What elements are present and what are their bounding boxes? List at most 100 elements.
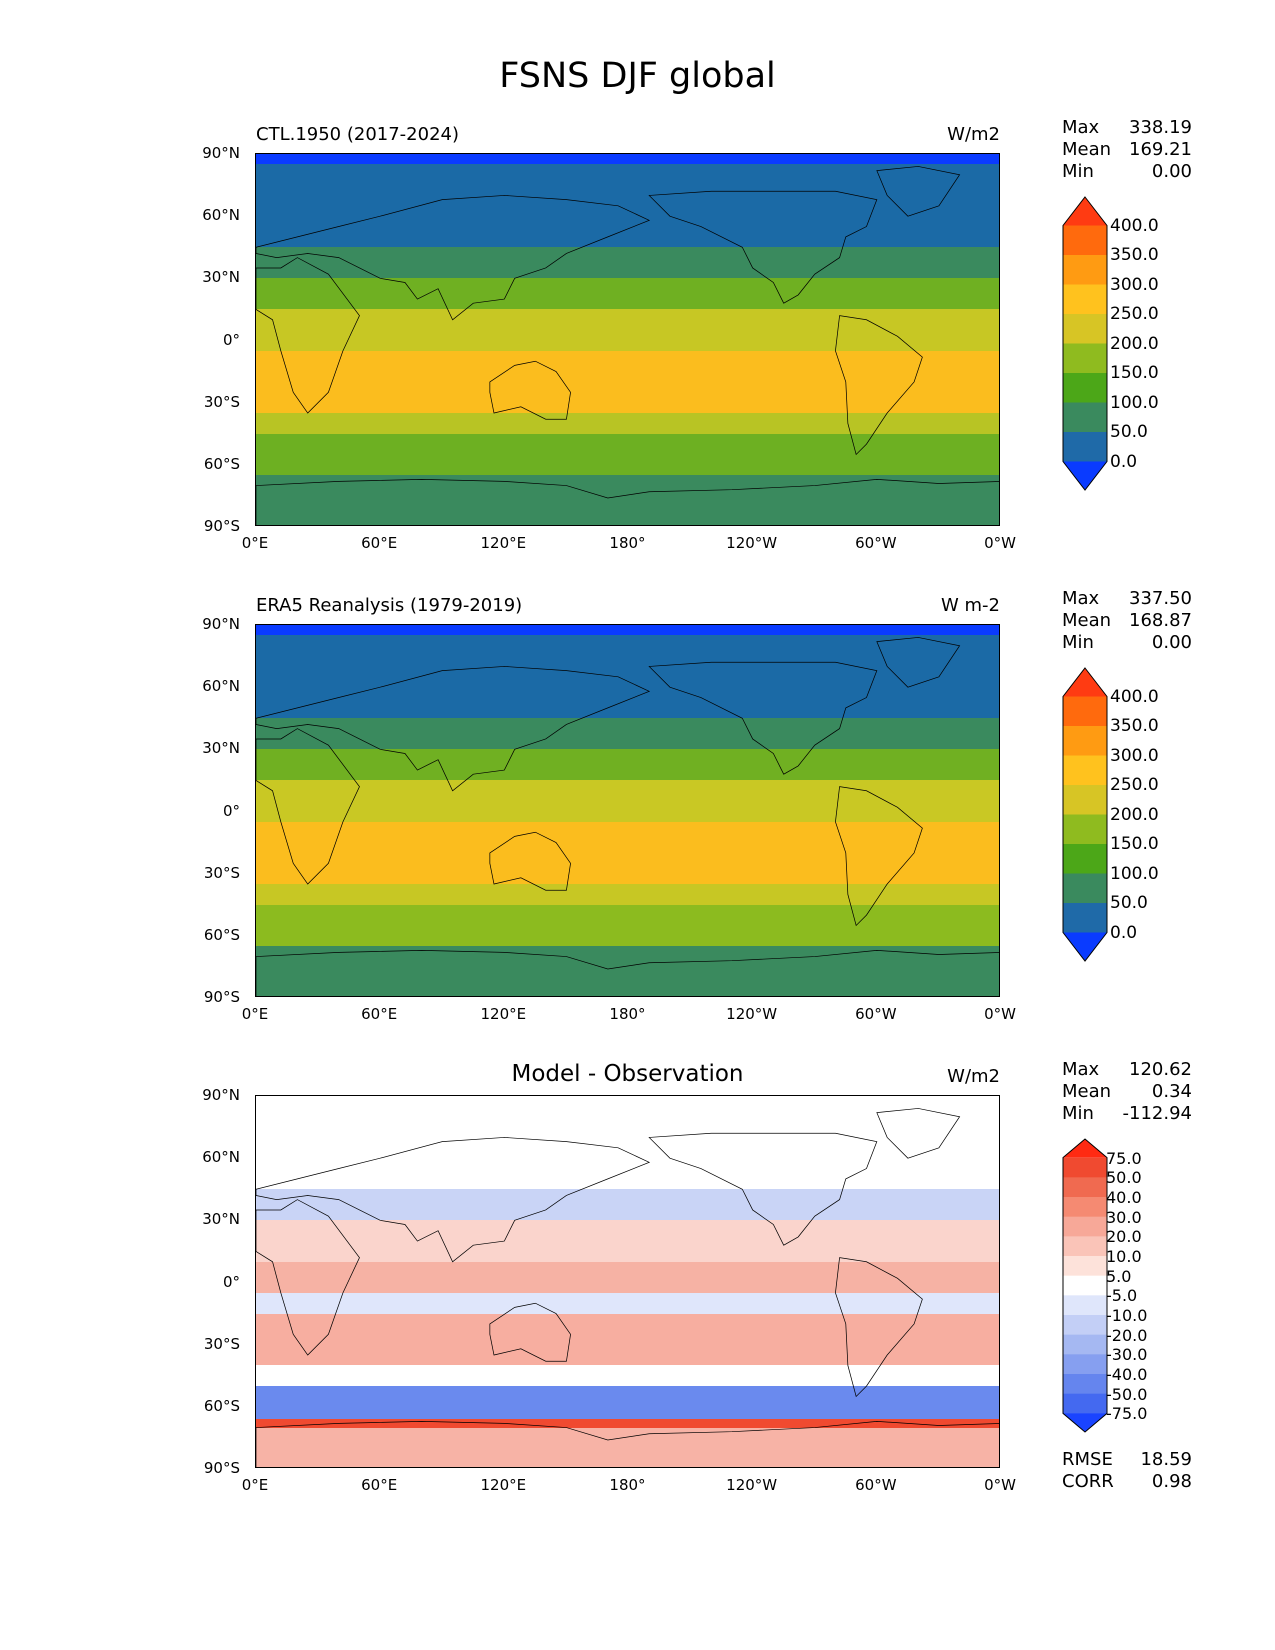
colorbar-outline	[1062, 1138, 1108, 1433]
field-band	[256, 884, 999, 906]
colorbar-segment	[1063, 402, 1107, 433]
colorbar-tick-label: 10.0	[1106, 1247, 1142, 1266]
colorbar-segment	[1063, 1295, 1107, 1316]
coastline	[876, 166, 961, 217]
y-tick-label: 60°N	[202, 1148, 240, 1167]
colorbar	[1062, 1138, 1108, 1433]
field-band	[256, 904, 999, 947]
y-tick-label: 0°	[222, 330, 240, 349]
stat-value: 0.00	[1151, 632, 1192, 653]
colorbar-segment	[1063, 1393, 1107, 1414]
coastline	[256, 666, 651, 792]
colorbar-tick-label: 20.0	[1106, 1227, 1142, 1247]
colorbar-tick-label: -40.0	[1106, 1365, 1148, 1384]
coastline	[489, 1302, 571, 1362]
units-label: W/m2	[947, 124, 1000, 145]
x-tick-label: 60°E	[361, 534, 398, 552]
x-tick-label: 60°W	[855, 1476, 897, 1494]
colorbar-tick-label: 40.0	[1106, 1188, 1142, 1207]
colorbar-segment	[1063, 814, 1107, 845]
x-tick-label: 0°E	[241, 1476, 269, 1494]
colorbar-segment	[1063, 343, 1107, 374]
colorbar-tick-label: 100.0	[1110, 863, 1159, 884]
colorbar-tick-label: 200.0	[1110, 804, 1159, 825]
stat-label: Min	[1062, 632, 1094, 653]
coastline	[489, 831, 571, 891]
field-band	[256, 1365, 999, 1387]
field-band	[256, 946, 999, 996]
field-band	[256, 1189, 999, 1221]
colorbar-segment	[1063, 1197, 1107, 1218]
field-band	[256, 1220, 999, 1263]
colorbar-tick-label: 150.0	[1110, 363, 1159, 383]
stats-block: Max 338.19 Mean 169.21 Min 0.00	[1062, 117, 1192, 183]
colorbar-segment	[1063, 932, 1107, 961]
error-stats: RMSE 18.59 CORR 0.98	[1062, 1449, 1192, 1493]
coastline	[256, 478, 999, 525]
x-tick-label: 180°	[609, 1005, 646, 1023]
colorbar-outline	[1062, 196, 1108, 491]
colorbar-segment	[1063, 873, 1107, 904]
field-band	[256, 1419, 999, 1429]
y-tick-label: 90°S	[203, 517, 240, 535]
stat-label: Mean	[1062, 1081, 1112, 1102]
units-label: W m-2	[940, 595, 1000, 616]
field-band	[256, 309, 999, 352]
coastline	[835, 786, 923, 927]
colorbar-tick-label: 100.0	[1110, 392, 1159, 413]
map-field	[256, 1096, 999, 1467]
field-band	[256, 433, 999, 476]
field-band	[256, 475, 999, 525]
x-tick-label: 180°	[609, 534, 646, 552]
map-field	[256, 625, 999, 996]
colorbar-tick-label: 300.0	[1110, 745, 1159, 766]
colorbar-tick-label: 50.0	[1106, 1168, 1142, 1188]
coastline	[835, 1257, 923, 1398]
field-band	[256, 247, 999, 279]
y-tick-label: 90°N	[202, 615, 240, 633]
stat-label: Max	[1062, 588, 1100, 609]
y-tick-label: 30°S	[203, 1334, 240, 1353]
x-tick-label: 120°W	[726, 1005, 778, 1023]
y-tick-label: 90°S	[203, 1459, 240, 1477]
x-tick-label: 0°W	[984, 1005, 1016, 1023]
x-tick-label: 180°	[609, 1476, 646, 1494]
colorbar-segment	[1063, 1157, 1107, 1178]
stat-label: Max	[1062, 1059, 1100, 1080]
stats-block: Max 120.62 Mean 0.34 Min -112.94	[1062, 1059, 1192, 1125]
field-band	[256, 718, 999, 750]
colorbar-tick-label: 50.0	[1110, 893, 1148, 913]
field-band	[256, 164, 999, 248]
field-band	[256, 1427, 999, 1467]
colorbar-tick-label: -75.0	[1106, 1404, 1148, 1424]
colorbar-segment	[1063, 1315, 1107, 1336]
coastline	[256, 1199, 360, 1356]
stat-value: 0.34	[1151, 1081, 1192, 1102]
y-tick-label: 0°	[222, 801, 240, 820]
coastline	[648, 190, 878, 304]
colorbar-segment	[1063, 1216, 1107, 1237]
colorbar-segment	[1063, 373, 1107, 403]
coastline	[648, 661, 878, 775]
colorbar-segment	[1063, 785, 1107, 815]
field-band	[256, 1313, 999, 1366]
coastline	[489, 360, 571, 420]
colorbar-segment	[1063, 755, 1107, 786]
colorbar-tick-label: -5.0	[1106, 1286, 1138, 1306]
x-tick-label: 120°E	[480, 1476, 527, 1494]
coastline	[256, 1137, 651, 1263]
colorbar-segment	[1063, 1139, 1107, 1158]
y-tick-label: 60°N	[202, 677, 240, 696]
stat-value: 120.62	[1129, 1059, 1192, 1080]
colorbar-segment	[1063, 1275, 1107, 1296]
colorbar-segment	[1063, 225, 1107, 256]
stat-label: Min	[1062, 1103, 1094, 1124]
coastlines	[256, 1108, 999, 1467]
field-band	[256, 625, 999, 636]
colorbar-segment	[1063, 1256, 1107, 1277]
map-plot	[255, 1095, 1000, 1468]
coastlines	[256, 166, 999, 525]
colorbar-tick-label: -20.0	[1106, 1325, 1148, 1345]
stat-label: RMSE	[1062, 1449, 1113, 1470]
colorbar-segment	[1063, 726, 1107, 756]
